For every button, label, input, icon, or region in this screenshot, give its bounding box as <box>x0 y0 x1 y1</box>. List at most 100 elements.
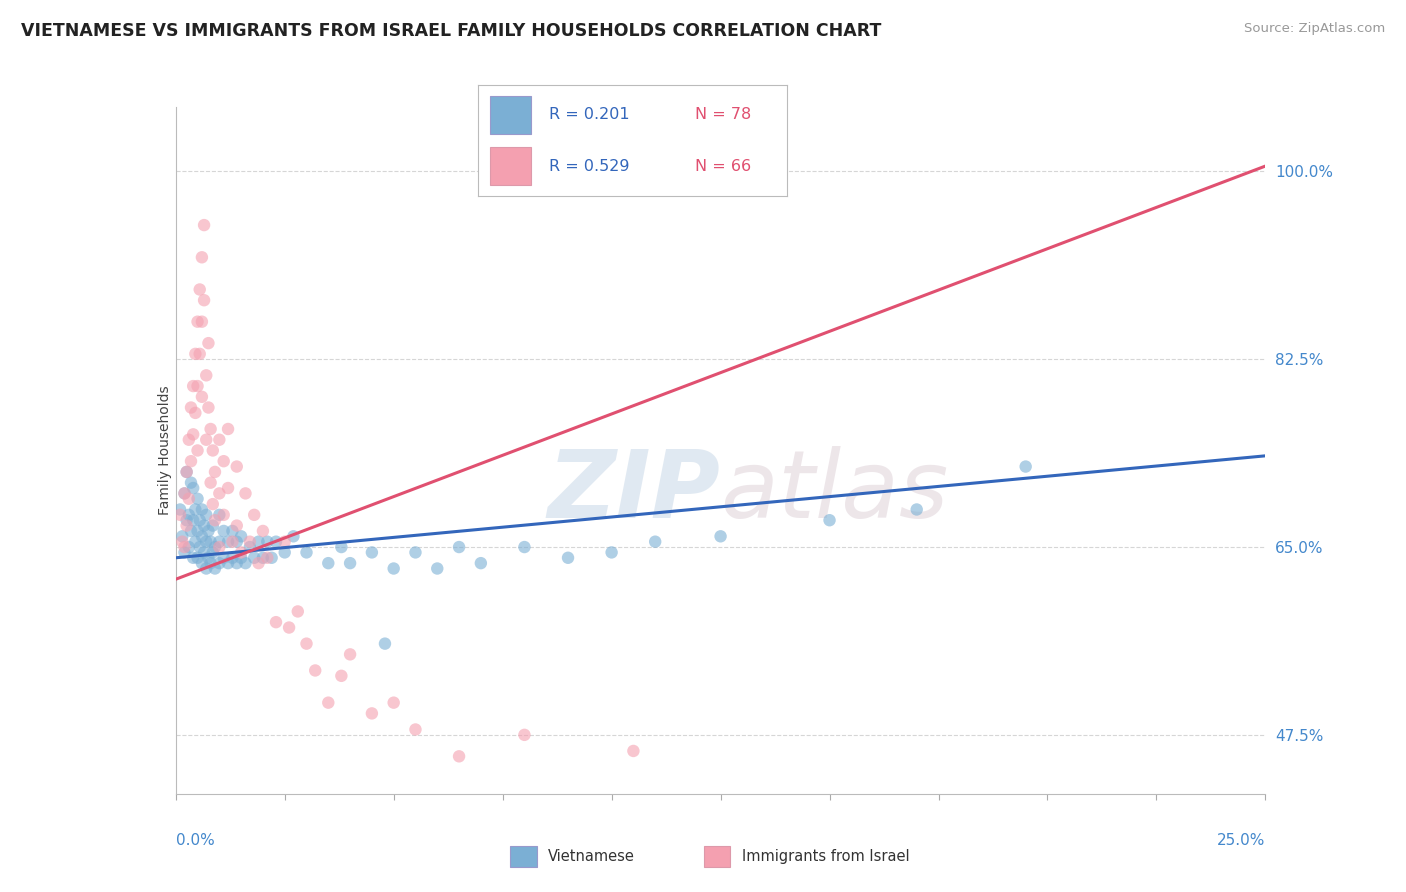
Point <box>201 545 224 559</box>
Point <box>180 401 202 415</box>
FancyBboxPatch shape <box>510 846 537 867</box>
Point <box>212 454 235 468</box>
Point <box>208 433 231 447</box>
Point <box>225 518 247 533</box>
Point <box>304 664 326 678</box>
Point <box>247 556 270 570</box>
Text: N = 78: N = 78 <box>695 107 751 122</box>
Point <box>176 518 198 533</box>
Point <box>180 475 202 490</box>
Point <box>600 545 623 559</box>
Point <box>204 540 226 554</box>
Point <box>188 540 211 554</box>
FancyBboxPatch shape <box>491 96 530 134</box>
Point <box>225 534 247 549</box>
Point <box>177 540 200 554</box>
Point <box>260 550 283 565</box>
Point <box>426 561 449 575</box>
Point <box>195 508 218 522</box>
Point <box>176 465 198 479</box>
Text: Immigrants from Israel: Immigrants from Israel <box>741 849 910 863</box>
Point <box>177 433 200 447</box>
Point <box>195 534 218 549</box>
Point <box>188 347 211 361</box>
Point <box>231 545 253 559</box>
Point <box>283 529 305 543</box>
Point <box>200 556 222 570</box>
Point <box>217 481 239 495</box>
Point <box>197 336 219 351</box>
Point <box>181 379 204 393</box>
Point <box>330 669 353 683</box>
Text: R = 0.201: R = 0.201 <box>550 107 630 122</box>
Point <box>181 513 204 527</box>
Point <box>208 540 231 554</box>
Point <box>513 728 536 742</box>
Point <box>172 529 194 543</box>
Point <box>173 545 195 559</box>
Text: atlas: atlas <box>721 446 949 537</box>
Text: ZIP: ZIP <box>548 446 721 538</box>
Point <box>274 545 297 559</box>
Point <box>295 545 318 559</box>
Point <box>231 529 253 543</box>
Point <box>361 545 384 559</box>
Text: 25.0%: 25.0% <box>1218 833 1265 847</box>
Point <box>193 545 215 559</box>
Point <box>176 465 198 479</box>
Point <box>212 524 235 538</box>
Point <box>184 347 207 361</box>
Text: R = 0.529: R = 0.529 <box>550 159 630 174</box>
Point <box>184 502 207 516</box>
Point <box>235 486 257 500</box>
Point <box>208 486 231 500</box>
Point <box>186 443 209 458</box>
Point <box>186 379 209 393</box>
Point <box>243 550 266 565</box>
Point <box>513 540 536 554</box>
Point <box>208 556 231 570</box>
Point <box>818 513 841 527</box>
Point <box>191 529 214 543</box>
Point <box>217 422 239 436</box>
Point <box>181 427 204 442</box>
Point <box>193 293 215 308</box>
Point <box>557 550 579 565</box>
Point <box>204 513 226 527</box>
Point <box>212 550 235 565</box>
Point <box>201 518 224 533</box>
Point <box>184 534 207 549</box>
Point <box>1015 459 1038 474</box>
Point <box>204 465 226 479</box>
Point <box>382 561 405 575</box>
Point <box>200 534 222 549</box>
Point <box>217 534 239 549</box>
Point <box>221 524 243 538</box>
Point <box>184 406 207 420</box>
Point <box>188 283 211 297</box>
Point <box>470 556 492 570</box>
Point <box>231 550 253 565</box>
Point <box>186 550 209 565</box>
Y-axis label: Family Households: Family Households <box>157 385 172 516</box>
Point <box>208 534 231 549</box>
Text: VIETNAMESE VS IMMIGRANTS FROM ISRAEL FAMILY HOUSEHOLDS CORRELATION CHART: VIETNAMESE VS IMMIGRANTS FROM ISRAEL FAM… <box>21 22 882 40</box>
Point <box>172 534 194 549</box>
Point <box>621 744 644 758</box>
Point <box>195 368 218 383</box>
Point <box>447 749 470 764</box>
Point <box>195 433 218 447</box>
Point <box>191 250 214 264</box>
Point <box>239 540 262 554</box>
Point <box>239 534 262 549</box>
Point <box>186 315 209 329</box>
Point <box>197 524 219 538</box>
Point <box>201 443 224 458</box>
Point <box>235 556 257 570</box>
Point <box>200 475 222 490</box>
Point <box>339 556 361 570</box>
Point <box>193 518 215 533</box>
Point <box>197 401 219 415</box>
Point <box>252 524 274 538</box>
Point <box>188 513 211 527</box>
